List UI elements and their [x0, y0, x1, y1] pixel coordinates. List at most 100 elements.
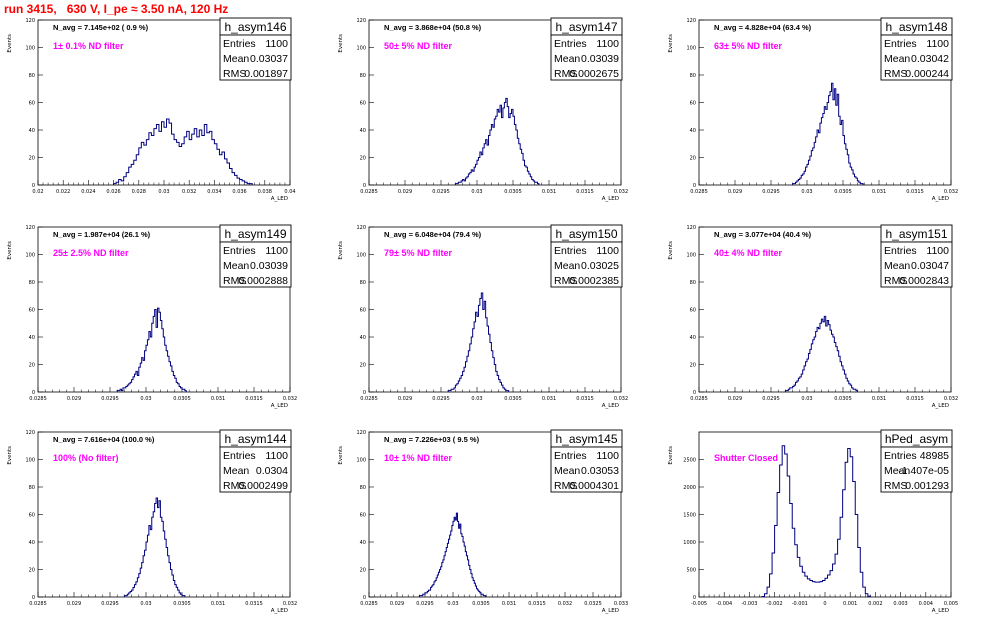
y-tick-label: 80	[360, 280, 366, 286]
x-tick-label: -0.004	[716, 601, 732, 607]
y-tick-label: 120	[356, 225, 366, 231]
histogram-series	[784, 315, 858, 392]
stats-value: 1100	[596, 450, 619, 462]
x-tick-label: 0.0285	[690, 396, 708, 402]
x-tick-label: 0.03	[447, 601, 458, 607]
stats-label: RMS	[554, 480, 577, 492]
stats-label: Entries	[884, 245, 917, 257]
x-axis-label: A_LED	[271, 608, 288, 614]
stats-label: Entries	[223, 245, 256, 257]
navg-annotation: N_avg = 6.048e+04 (79.4 %)	[384, 230, 482, 239]
x-tick-label: 0.032	[614, 189, 628, 195]
histogram-name: h_asym149	[224, 227, 286, 241]
x-axis-label: A_LED	[932, 403, 949, 409]
histogram-series	[418, 512, 486, 597]
x-axis-label: A_LED	[602, 403, 619, 409]
stats-value: 0.0002888	[238, 275, 288, 287]
histogram-series	[113, 118, 253, 185]
stats-label: Entries	[554, 245, 587, 257]
stats-label: Entries	[554, 38, 587, 50]
x-tick-label: 0.031	[542, 189, 556, 195]
y-tick-label: 20	[29, 568, 35, 574]
x-tick-label: 0.0295	[432, 189, 450, 195]
navg-annotation: N_avg = 7.145e+02 ( 0.9 %)	[53, 23, 149, 32]
navg-annotation: N_avg = 3.077e+04 (40.4 %)	[714, 230, 812, 239]
stats-box	[880, 446, 953, 493]
histogram-name: h_asym144	[224, 432, 286, 446]
y-axis-label: Events	[338, 34, 344, 53]
y-tick-label: 60	[29, 308, 35, 314]
histogram-series	[792, 82, 864, 185]
stats-label: Mean	[223, 53, 249, 65]
stats-value: 1100	[926, 245, 949, 257]
histogram-series	[447, 292, 510, 392]
stats-value: 0.03047	[911, 260, 949, 272]
x-axis-label: A_LED	[932, 608, 949, 614]
x-tick-label: -0.001	[792, 601, 808, 607]
x-tick-label: 0.0315	[245, 396, 263, 402]
x-tick-label: -0.003	[741, 601, 757, 607]
y-axis-label: Events	[668, 34, 674, 53]
y-tick-label: 80	[360, 73, 366, 79]
filter-annotation: 63± 5% ND filter	[714, 41, 782, 51]
x-tick-label: 0.0285	[360, 601, 378, 607]
x-tick-label: 0.04	[284, 189, 295, 195]
y-tick-label: 2000	[683, 485, 696, 491]
y-tick-label: 20	[690, 156, 696, 162]
y-tick-label: 20	[29, 363, 35, 369]
y-tick-label: 80	[690, 280, 696, 286]
y-tick-label: 60	[690, 101, 696, 107]
y-tick-label: 0	[693, 595, 696, 601]
stats-label: Mean	[554, 53, 580, 65]
x-tick-label: 0.029	[728, 396, 742, 402]
stats-value: 1100	[265, 450, 288, 462]
y-tick-label: 20	[360, 568, 366, 574]
stats-box	[219, 446, 292, 493]
histogram-name: h_asym145	[555, 432, 617, 446]
histogram-name: h_asym151	[885, 227, 947, 241]
x-tick-label: 0.0295	[762, 396, 780, 402]
x-tick-label: 0.032	[614, 396, 628, 402]
x-tick-label: 0.02	[32, 189, 43, 195]
filter-annotation: 1± 0.1% ND filter	[53, 41, 124, 51]
stats-value: 1100	[596, 245, 619, 257]
stats-box	[550, 446, 623, 493]
x-tick-label: 0.034	[207, 189, 221, 195]
y-tick-label: 0	[32, 595, 35, 601]
y-tick-label: 0	[363, 183, 366, 189]
y-tick-label: 60	[360, 308, 366, 314]
stats-value: 0.0004301	[569, 480, 619, 492]
stats-value: 1100	[265, 245, 288, 257]
y-axis-label: Events	[668, 446, 674, 465]
x-tick-label: 0.0285	[29, 396, 47, 402]
y-tick-label: 0	[363, 595, 366, 601]
x-tick-label: 0.032	[283, 601, 297, 607]
x-tick-label: 0.0305	[472, 601, 490, 607]
x-tick-label: 0.03	[801, 396, 812, 402]
x-tick-label: 0.03	[158, 189, 169, 195]
x-tick-label: 0.032	[944, 396, 958, 402]
x-tick-label: 0.03	[140, 396, 151, 402]
y-tick-label: 20	[360, 363, 366, 369]
y-tick-label: 1000	[683, 540, 696, 546]
stats-value: 0.0002385	[569, 275, 619, 287]
stats-label: RMS	[884, 480, 907, 492]
x-tick-label: 0.005	[944, 601, 958, 607]
y-tick-label: 100	[25, 458, 35, 464]
y-tick-label: 80	[690, 73, 696, 79]
x-tick-label: 0.029	[390, 601, 404, 607]
histogram-series	[123, 497, 186, 597]
y-tick-label: 500	[686, 568, 696, 574]
y-tick-label: 40	[690, 128, 696, 134]
stats-value: 0.001897	[244, 68, 288, 80]
y-tick-label: 120	[356, 430, 366, 436]
y-tick-label: 40	[29, 128, 35, 134]
y-tick-label: 20	[690, 363, 696, 369]
stats-label: Mean	[223, 260, 249, 272]
stats-label: Mean	[554, 260, 580, 272]
x-tick-label: 0.0305	[173, 396, 191, 402]
stats-label: RMS	[884, 275, 907, 287]
x-tick-label: -0.002	[767, 601, 783, 607]
x-tick-label: 0.0285	[360, 396, 378, 402]
x-tick-label: 0.0315	[245, 601, 263, 607]
